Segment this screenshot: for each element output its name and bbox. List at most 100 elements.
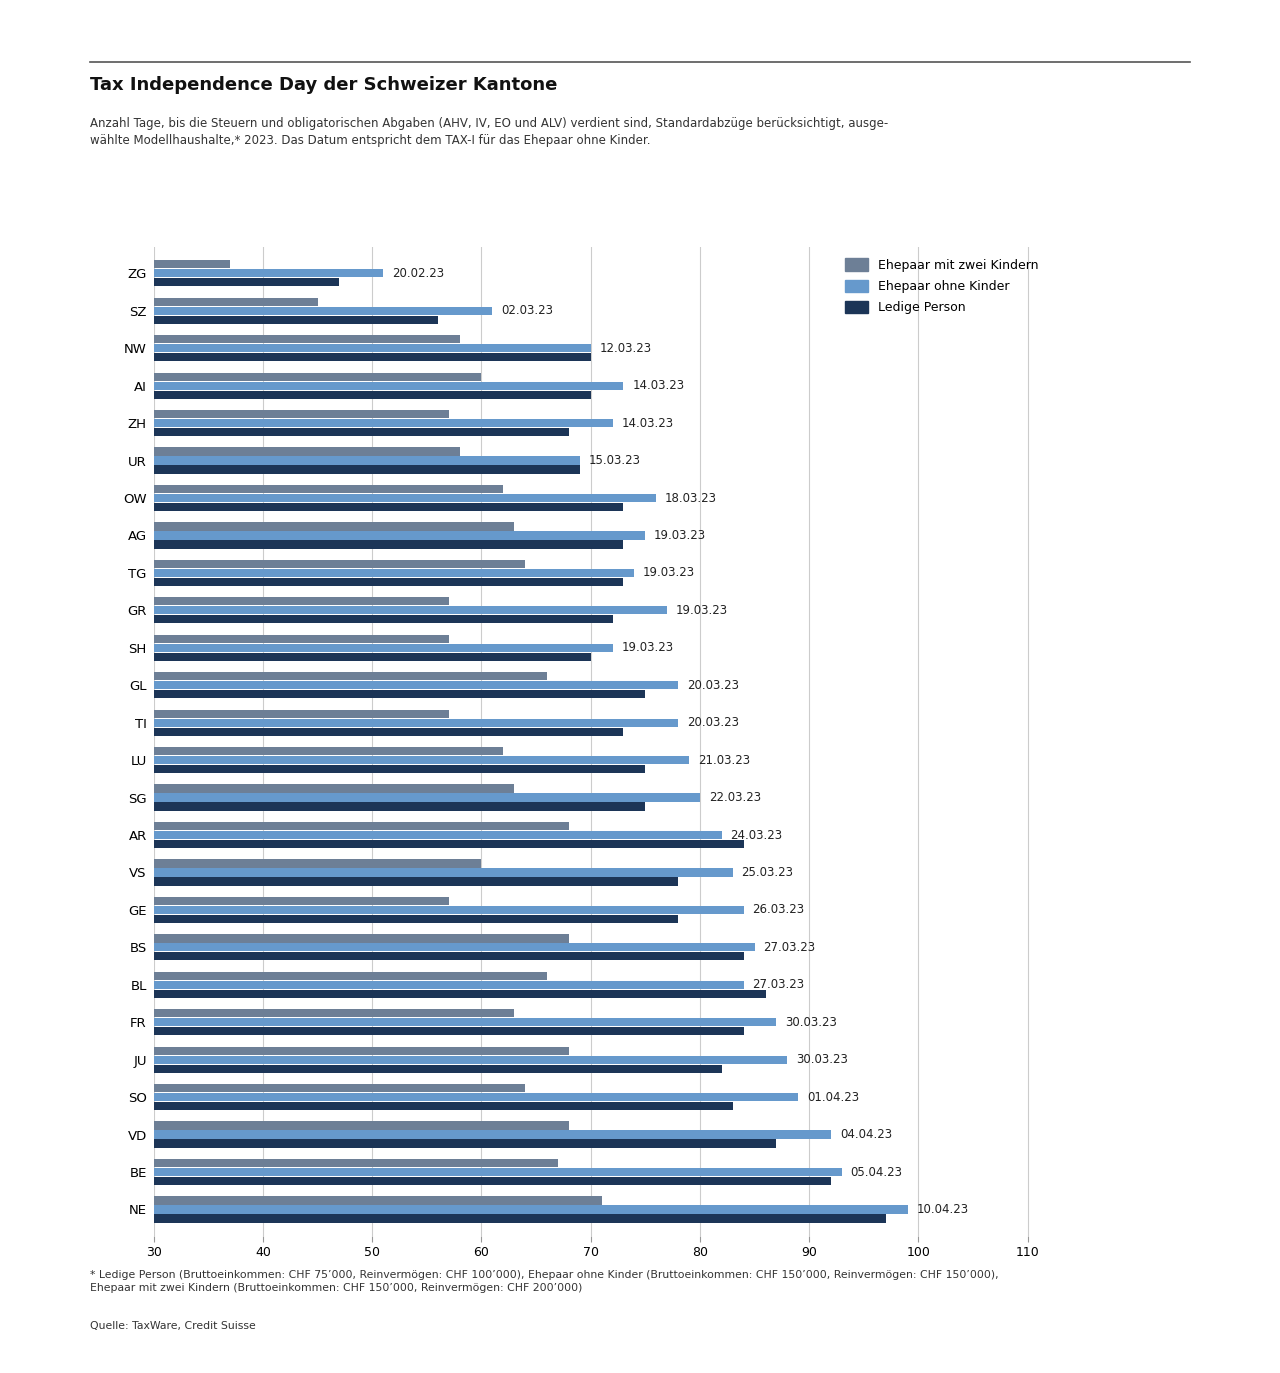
Bar <box>0 757 689 765</box>
Bar <box>0 578 623 586</box>
Bar <box>0 345 590 353</box>
Bar <box>0 597 448 605</box>
Text: 20.02.23: 20.02.23 <box>392 266 444 280</box>
Text: 01.04.23: 01.04.23 <box>806 1090 859 1104</box>
Bar <box>0 794 700 802</box>
Bar <box>0 560 525 568</box>
Bar <box>0 990 765 998</box>
Bar <box>0 953 744 961</box>
Text: 20.03.23: 20.03.23 <box>687 717 739 729</box>
Bar <box>0 877 678 886</box>
Bar <box>0 681 678 689</box>
Text: 05.04.23: 05.04.23 <box>851 1166 902 1178</box>
Text: 02.03.23: 02.03.23 <box>500 305 553 317</box>
Text: 20.03.23: 20.03.23 <box>687 678 739 692</box>
Bar <box>0 980 744 989</box>
Text: 22.03.23: 22.03.23 <box>709 791 760 805</box>
Bar <box>0 1046 568 1054</box>
Bar <box>0 298 317 306</box>
Bar <box>0 906 744 914</box>
Bar <box>0 456 580 464</box>
Bar <box>0 765 645 773</box>
Text: 19.03.23: 19.03.23 <box>676 604 728 616</box>
Bar <box>0 428 568 437</box>
Bar <box>0 335 460 343</box>
Text: 30.03.23: 30.03.23 <box>785 1016 837 1028</box>
Bar <box>0 673 547 681</box>
Text: 25.03.23: 25.03.23 <box>741 866 794 879</box>
Bar <box>0 372 481 380</box>
Bar <box>0 316 438 324</box>
Bar <box>0 822 568 831</box>
Bar <box>0 859 481 868</box>
Bar <box>0 1122 568 1130</box>
Bar <box>0 718 678 726</box>
Bar <box>0 1009 515 1017</box>
Bar <box>0 1168 842 1177</box>
Bar <box>0 972 547 980</box>
Bar <box>0 531 645 540</box>
Bar <box>0 494 657 503</box>
Bar <box>0 279 339 287</box>
Bar <box>0 1205 908 1214</box>
Text: 15.03.23: 15.03.23 <box>589 454 640 467</box>
Text: 14.03.23: 14.03.23 <box>632 379 685 393</box>
Bar <box>0 1103 732 1111</box>
Text: 27.03.23: 27.03.23 <box>763 941 815 954</box>
Text: Quelle: TaxWare, Credit Suisse: Quelle: TaxWare, Credit Suisse <box>90 1321 255 1330</box>
Bar <box>0 448 460 456</box>
Bar <box>0 1159 558 1167</box>
Bar <box>0 840 744 849</box>
Bar <box>0 541 623 549</box>
Bar <box>0 353 590 361</box>
Bar <box>0 691 645 699</box>
Bar <box>0 306 493 314</box>
Bar <box>0 897 448 905</box>
Text: * Ledige Person (Bruttoeinkommen: CHF 75’000, Reinvermögen: CHF 100’000), Ehepaa: * Ledige Person (Bruttoeinkommen: CHF 75… <box>90 1270 998 1293</box>
Text: Tax Independence Day der Schweizer Kantone: Tax Independence Day der Schweizer Kanto… <box>90 76 557 93</box>
Text: 24.03.23: 24.03.23 <box>731 828 782 842</box>
Legend: Ehepaar mit zwei Kindern, Ehepaar ohne Kinder, Ledige Person: Ehepaar mit zwei Kindern, Ehepaar ohne K… <box>841 254 1043 320</box>
Bar <box>0 382 623 390</box>
Text: 27.03.23: 27.03.23 <box>753 979 805 991</box>
Bar <box>0 261 230 269</box>
Bar <box>0 1085 525 1093</box>
Bar <box>0 1196 602 1204</box>
Bar <box>0 1027 744 1035</box>
Bar <box>0 914 678 923</box>
Bar <box>0 1019 777 1027</box>
Text: 21.03.23: 21.03.23 <box>698 754 750 766</box>
Bar <box>0 831 722 839</box>
Bar <box>0 1064 722 1072</box>
Text: 26.03.23: 26.03.23 <box>753 903 805 916</box>
Bar <box>0 728 623 736</box>
Bar <box>0 411 448 419</box>
Bar <box>0 485 503 493</box>
Bar <box>0 934 568 942</box>
Text: 19.03.23: 19.03.23 <box>643 567 695 579</box>
Text: 04.04.23: 04.04.23 <box>840 1129 892 1141</box>
Bar <box>0 1056 787 1064</box>
Text: 10.04.23: 10.04.23 <box>916 1203 969 1216</box>
Text: 18.03.23: 18.03.23 <box>666 492 717 504</box>
Bar <box>0 503 623 511</box>
Bar <box>0 1140 777 1148</box>
Bar <box>0 634 448 643</box>
Bar <box>0 607 667 615</box>
Bar <box>0 1214 886 1222</box>
Text: 19.03.23: 19.03.23 <box>654 529 707 542</box>
Text: 30.03.23: 30.03.23 <box>796 1053 847 1067</box>
Text: 19.03.23: 19.03.23 <box>621 641 673 655</box>
Bar <box>0 652 590 660</box>
Bar <box>0 615 613 623</box>
Bar <box>0 644 613 652</box>
Bar <box>0 802 645 810</box>
Bar <box>0 943 755 951</box>
Bar <box>0 465 580 474</box>
Bar <box>0 269 383 277</box>
Bar <box>0 784 515 792</box>
Text: Anzahl Tage, bis die Steuern und obligatorischen Abgaben (AHV, IV, EO und ALV) v: Anzahl Tage, bis die Steuern und obligat… <box>90 117 888 147</box>
Text: 12.03.23: 12.03.23 <box>599 342 652 354</box>
Bar <box>0 1177 831 1185</box>
Bar <box>0 390 590 398</box>
